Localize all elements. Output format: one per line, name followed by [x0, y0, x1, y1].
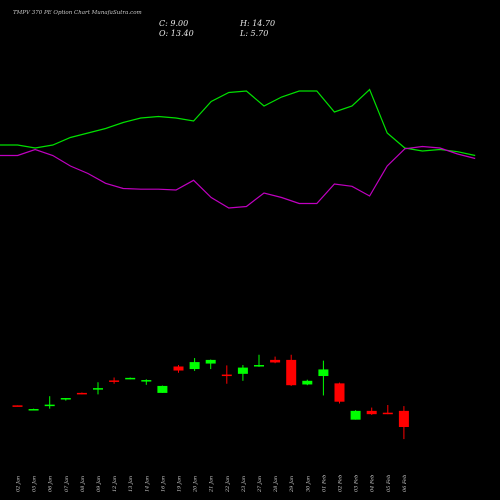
- lower-band-line: [0, 145, 476, 209]
- candle-body: [350, 410, 361, 420]
- candle-body: [382, 412, 393, 415]
- x-axis-labels: 02 Jan 05 Jan 06 Jan 07 Jan 08 Jan 09 Jan 12 J…: [16, 475, 408, 493]
- x-tick-label: 05 Jan: [32, 476, 38, 492]
- x-tick-label: 12 Jan: [112, 476, 118, 492]
- x-tick-label: 23 Jan: [241, 476, 247, 493]
- x-tick-label: 29 Jan: [289, 476, 295, 493]
- low-readout: L: 5.70: [240, 29, 269, 38]
- x-tick-label: 19 Jan: [177, 476, 183, 492]
- x-tick-label: 21 Jan: [209, 476, 215, 493]
- candle-body: [141, 380, 152, 382]
- x-tick-label: 07 Jan: [64, 476, 70, 492]
- candle-body: [254, 365, 264, 367]
- candle-body: [366, 410, 377, 415]
- candle-body: [60, 398, 71, 400]
- candle-body: [173, 366, 184, 371]
- high-readout: H: 14.70: [240, 19, 276, 28]
- x-tick-label: 03 Feb: [354, 475, 360, 492]
- bands-layer: [0, 88, 476, 209]
- candle-body: [302, 380, 313, 385]
- candle-body: [125, 377, 136, 380]
- candle-body: [221, 374, 232, 377]
- candle-body: [76, 392, 87, 395]
- candle-body: [157, 385, 168, 393]
- x-tick-label: 09 Jan: [96, 476, 102, 492]
- close-readout: C: 9.00: [159, 19, 189, 28]
- open-readout: O: 13.40: [159, 29, 194, 38]
- x-tick-label: 01 Feb: [321, 475, 327, 492]
- chart-title: TMPV 370 PE Option Chart MunafaSutra.com: [13, 10, 142, 16]
- candle-body: [286, 359, 297, 386]
- candle-body: [237, 367, 248, 374]
- x-tick-label: 05 Feb: [386, 475, 392, 492]
- upper-band-line: [0, 88, 476, 157]
- candle-body: [28, 409, 39, 411]
- candle-body: [12, 405, 23, 407]
- x-tick-label: 06 Feb: [402, 475, 408, 492]
- candles-layer: [12, 354, 409, 440]
- x-tick-label: 02 Jan: [16, 476, 22, 492]
- x-tick-label: 04 Feb: [370, 475, 376, 492]
- x-tick-label: 22 Jan: [225, 476, 231, 493]
- candle-body: [189, 362, 200, 370]
- x-tick-label: 16 Jan: [160, 476, 166, 492]
- x-tick-label: 14 Jan: [144, 476, 150, 492]
- candle-body: [205, 359, 216, 364]
- x-tick-label: 13 Jan: [128, 476, 134, 492]
- candle-body: [334, 383, 345, 402]
- x-tick-label: 08 Jan: [80, 476, 86, 492]
- candle-body: [398, 410, 409, 427]
- candle-body: [93, 388, 103, 390]
- x-tick-label: 27 Jan: [257, 476, 263, 493]
- candle-body: [44, 404, 55, 407]
- candle-body: [270, 359, 281, 363]
- x-tick-label: 30 Jan: [305, 476, 311, 492]
- x-tick-label: 02 Feb: [338, 475, 344, 492]
- candle-body: [318, 369, 329, 377]
- x-tick-label: 28 Jan: [273, 476, 279, 493]
- candle-body: [109, 380, 120, 382]
- x-tick-label: 20 Jan: [193, 476, 199, 493]
- x-tick-label: 06 Jan: [48, 476, 54, 492]
